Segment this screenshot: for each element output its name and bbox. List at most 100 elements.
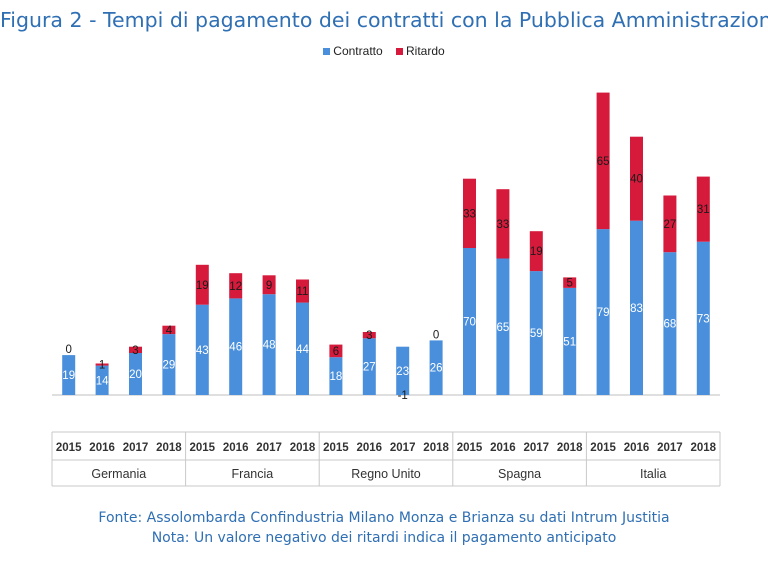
data-label-contratto: 70 [463, 317, 476, 329]
bar-contratto [696, 241, 710, 395]
data-label-contratto: 29 [163, 360, 176, 372]
data-label-contratto: 48 [263, 340, 276, 352]
bar-contratto [262, 294, 276, 395]
footer-note: Nota: Un valore negativo dei ritardi ind… [151, 530, 617, 546]
legend: Contratto Ritardo [0, 44, 768, 58]
year-tick-label: 2018 [156, 442, 182, 454]
bar-contratto [563, 287, 577, 395]
data-label-ritardo: 0 [433, 329, 439, 341]
country-label: Regno Unito [351, 467, 421, 481]
year-tick-label: 2015 [190, 442, 216, 454]
data-label-contratto: 79 [597, 307, 610, 319]
year-tick-label: 2018 [557, 442, 583, 454]
data-label-contratto: 65 [497, 322, 510, 334]
bar-contratto [663, 252, 677, 395]
legend-swatch-ritardo [396, 48, 403, 55]
bar-contratto [596, 229, 610, 395]
data-label-ritardo: 9 [266, 280, 272, 292]
data-label-contratto: 14 [96, 375, 109, 387]
data-label-ritardo: 4 [166, 325, 173, 337]
bar-ritardo [95, 363, 109, 366]
bar-contratto [95, 365, 109, 395]
footer-source: Fonte: Assolombarda Confindustria Milano… [98, 510, 670, 526]
data-label-ritardo: 40 [630, 174, 643, 186]
bar-contratto [296, 302, 309, 395]
bar-contratto [229, 298, 243, 395]
bar-contratto [630, 220, 643, 395]
bar-ritardo [496, 189, 510, 259]
year-tick-label: 2015 [590, 442, 616, 454]
country-label: Francia [232, 467, 274, 481]
data-label-ritardo: -1 [398, 390, 408, 402]
data-label-contratto: 51 [563, 336, 576, 348]
data-label-ritardo: 65 [597, 156, 610, 168]
bar-ritardo [663, 195, 677, 253]
legend-label-ritardo: Ritardo [406, 44, 445, 58]
bar-contratto [396, 346, 410, 395]
bar-contratto [129, 353, 142, 395]
year-tick-label: 2015 [56, 442, 82, 454]
data-label-ritardo: 33 [463, 208, 476, 220]
bar-ritardo [463, 178, 476, 248]
year-tick-label: 2016 [89, 442, 115, 454]
bar-ritardo [529, 231, 543, 272]
bar-contratto [362, 338, 376, 395]
data-label-ritardo: 3 [366, 330, 372, 342]
bar-contratto [195, 304, 209, 395]
bar-contratto [162, 334, 176, 395]
year-tick-label: 2017 [123, 442, 149, 454]
year-tick-label: 2016 [357, 442, 383, 454]
bar-ritardo [630, 136, 643, 221]
country-label: Germania [91, 467, 146, 481]
bar-ritardo [696, 176, 710, 242]
data-label-ritardo: 3 [132, 345, 138, 357]
bar-ritardo [129, 346, 142, 353]
data-label-ritardo: 11 [297, 286, 309, 298]
data-label-contratto: 68 [664, 319, 677, 331]
bar-contratto [329, 357, 343, 395]
year-tick-label: 2015 [323, 442, 349, 454]
data-label-contratto: 73 [697, 313, 710, 325]
country-label: Spagna [498, 467, 541, 481]
year-tick-label: 2018 [691, 442, 717, 454]
year-tick-label: 2017 [390, 442, 416, 454]
data-label-contratto: 46 [229, 342, 242, 354]
data-label-ritardo: 5 [566, 278, 572, 290]
year-tick-label: 2016 [624, 442, 650, 454]
legend-item-ritardo: Ritardo [396, 44, 445, 58]
year-tick-label: 2017 [657, 442, 683, 454]
chart-title: Figura 2 - Tempi di pagamento dei contra… [0, 8, 768, 32]
stacked-bar-chart: 1902015141201620320172942018Germania4319… [51, 92, 721, 487]
bar-ritardo [296, 279, 309, 303]
year-tick-label: 2017 [524, 442, 550, 454]
data-label-contratto: 20 [129, 369, 142, 381]
data-label-contratto: 18 [330, 371, 343, 383]
data-label-contratto: 19 [62, 370, 75, 382]
bar-ritardo [162, 325, 176, 335]
bar-ritardo [329, 344, 343, 358]
data-label-contratto: 27 [363, 362, 376, 374]
legend-item-contratto: Contratto [323, 44, 383, 58]
bar-contratto [496, 258, 510, 395]
year-tick-label: 2016 [490, 442, 516, 454]
bar-ritardo [262, 275, 276, 295]
bar-contratto [429, 340, 443, 395]
data-label-contratto: 59 [530, 328, 543, 340]
year-tick-label: 2015 [457, 442, 483, 454]
legend-swatch-contratto [323, 48, 331, 55]
data-label-ritardo: 1 [99, 360, 105, 372]
data-label-ritardo: 27 [664, 219, 677, 231]
data-label-ritardo: 33 [497, 219, 510, 231]
data-label-contratto: 26 [430, 363, 443, 375]
data-label-ritardo: 0 [65, 344, 71, 356]
data-label-contratto: 83 [630, 303, 643, 315]
bar-ritardo [596, 92, 610, 230]
data-label-ritardo: 31 [697, 204, 710, 216]
data-label-contratto: 44 [296, 344, 309, 356]
bar-ritardo [229, 273, 243, 299]
data-label-contratto: 43 [196, 345, 209, 357]
bar-ritardo [195, 264, 209, 305]
data-label-contratto: 23 [396, 366, 409, 378]
year-tick-label: 2018 [290, 442, 316, 454]
bar-ritardo [362, 332, 376, 339]
